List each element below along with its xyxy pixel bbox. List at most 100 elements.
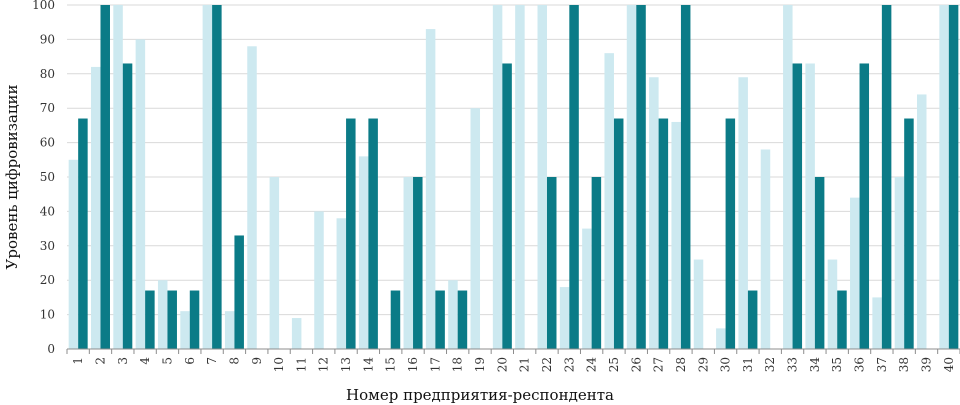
y-tick-label: 60 — [40, 136, 55, 150]
bar — [904, 118, 914, 350]
bar — [582, 228, 592, 349]
bar — [837, 290, 847, 349]
bar — [145, 290, 155, 349]
x-tick-label: 35 — [830, 357, 844, 372]
bar — [546, 177, 557, 349]
bar — [368, 118, 378, 350]
x-tick-label: 6 — [183, 357, 197, 365]
bar — [948, 5, 959, 349]
y-tick-label: 40 — [40, 204, 55, 218]
x-tick-label: 34 — [808, 357, 822, 373]
bar — [814, 177, 825, 349]
bar — [613, 118, 624, 350]
y-tick-label: 0 — [47, 342, 55, 356]
bar — [671, 121, 681, 350]
bar — [457, 290, 468, 349]
x-tick-label: 28 — [674, 357, 688, 372]
x-tick-label: 26 — [629, 357, 643, 372]
bar — [515, 5, 525, 349]
bar — [403, 177, 414, 349]
bar — [90, 66, 101, 350]
bar — [180, 311, 190, 349]
bar — [269, 177, 280, 349]
x-tick-label: 29 — [696, 357, 710, 372]
x-tick-label: 7 — [205, 357, 219, 365]
bar — [247, 46, 257, 349]
x-tick-label: 30 — [719, 357, 733, 372]
bar — [492, 5, 503, 349]
bar — [346, 118, 356, 350]
bar — [68, 159, 79, 349]
bar — [626, 5, 637, 349]
bar — [569, 5, 579, 349]
bar — [470, 108, 481, 349]
bar — [537, 5, 547, 349]
y-tick-label: 80 — [40, 67, 55, 81]
bar — [390, 290, 401, 349]
x-tick-label: 38 — [897, 357, 911, 372]
bar — [224, 311, 235, 349]
x-tick-label: 12 — [317, 357, 331, 372]
bar — [827, 259, 838, 349]
bar — [658, 118, 669, 350]
bar — [314, 211, 324, 349]
bar — [725, 118, 736, 350]
x-tick-label: 19 — [473, 357, 487, 372]
x-tick-label: 24 — [585, 357, 599, 373]
y-tick-label: 30 — [40, 239, 55, 253]
x-tick-label: 1 — [71, 357, 85, 365]
x-tick-label: 39 — [920, 357, 934, 372]
y-tick-label: 70 — [40, 101, 55, 115]
bar — [805, 63, 815, 349]
bar — [202, 5, 213, 349]
bar — [435, 290, 445, 349]
bar — [894, 177, 905, 349]
x-tick-label: 36 — [853, 357, 867, 372]
x-tick-label: 3 — [116, 357, 130, 365]
bar — [716, 328, 726, 349]
x-tick-label: 21 — [518, 357, 532, 372]
bar — [939, 5, 949, 349]
bar — [881, 5, 892, 349]
grid-lines — [67, 4, 960, 316]
bar — [502, 63, 512, 349]
bar — [693, 259, 704, 349]
x-tick-labels: 1 2 3 4 5 6 7 8 9 10 11 12 13 14 15 16 17 18 19 20 21 22 23 24 2… — [71, 357, 956, 373]
x-tick-label: 18 — [451, 357, 465, 372]
axes — [66, 348, 960, 354]
bar — [291, 318, 302, 349]
y-tick-label: 100 — [32, 0, 55, 12]
bars — [68, 5, 959, 350]
x-tick-label: 5 — [160, 357, 174, 365]
x-tick-label: 14 — [361, 357, 375, 373]
bar — [783, 5, 793, 349]
x-tick-label: 15 — [384, 357, 398, 372]
bar — [850, 197, 860, 349]
x-tick-label: 13 — [339, 357, 353, 372]
bar — [135, 39, 146, 350]
bar — [100, 5, 110, 349]
y-axis-title: Уровень цифровизации — [3, 85, 21, 270]
bar — [122, 63, 133, 349]
x-tick-label: 16 — [406, 357, 420, 372]
bar — [336, 218, 347, 349]
bar — [113, 5, 123, 349]
bar — [760, 149, 771, 349]
x-tick-label: 11 — [294, 357, 308, 372]
x-tick-label: 32 — [763, 357, 777, 372]
bar — [604, 53, 614, 349]
bar — [157, 280, 168, 349]
bar — [358, 156, 369, 349]
x-tick-label: 22 — [540, 357, 554, 372]
bar — [425, 29, 436, 350]
bar — [189, 290, 200, 349]
bar — [792, 63, 803, 349]
bar — [738, 77, 748, 350]
bar — [649, 77, 659, 350]
x-tick-label: 8 — [227, 357, 241, 365]
bar — [636, 5, 646, 349]
bar — [591, 177, 602, 349]
x-tick-label: 33 — [786, 357, 800, 372]
bar — [167, 290, 177, 349]
